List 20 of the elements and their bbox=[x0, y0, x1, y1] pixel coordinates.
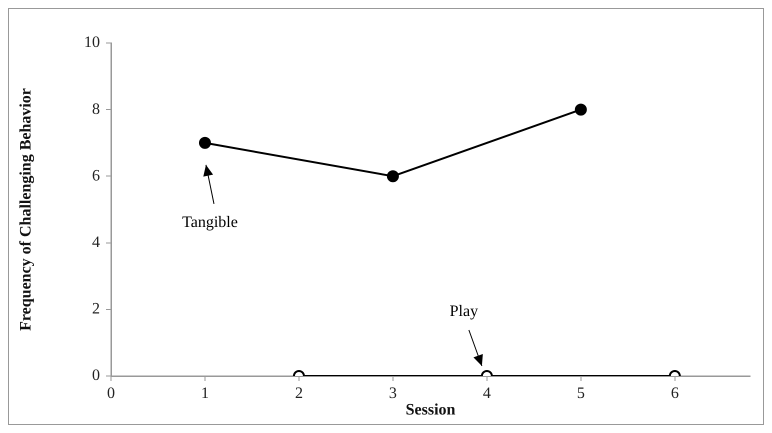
y-tick-label: 6 bbox=[92, 167, 100, 184]
x-tick-label: 6 bbox=[670, 384, 679, 402]
x-tick-label: 4 bbox=[482, 384, 491, 402]
x-axis-title: Session bbox=[406, 402, 456, 419]
x-tick-label: 5 bbox=[576, 384, 585, 402]
point bbox=[198, 136, 211, 149]
x-tick-label: 2 bbox=[294, 384, 303, 402]
point bbox=[574, 104, 587, 116]
y-tick-label: 0 bbox=[92, 367, 100, 384]
text: Tangible bbox=[182, 214, 238, 232]
y-tick-label: 8 bbox=[92, 100, 100, 118]
y-tick-label: 10 bbox=[84, 34, 100, 52]
point bbox=[386, 170, 399, 182]
y-tick-label: 4 bbox=[92, 234, 100, 252]
x-tick-label: 3 bbox=[388, 384, 397, 402]
x-tick-label: 0 bbox=[107, 384, 115, 402]
text: Play bbox=[450, 303, 478, 320]
y-axis-title: Frequency of Challenging Behavior bbox=[18, 88, 35, 331]
y-tick-label: 2 bbox=[92, 300, 100, 318]
x-tick-label: 1 bbox=[200, 384, 209, 402]
